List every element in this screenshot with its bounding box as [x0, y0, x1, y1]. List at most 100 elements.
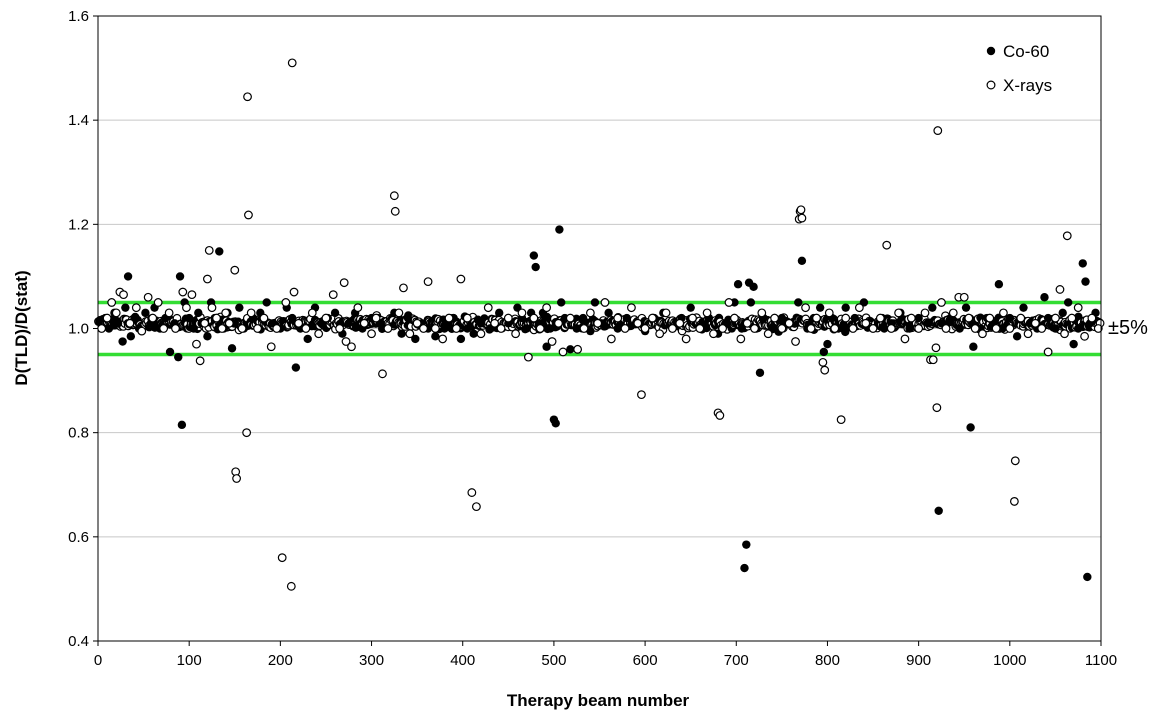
data-point-xrays [750, 324, 759, 333]
data-point-co60 [755, 368, 765, 377]
data-point-xrays [1005, 324, 1015, 333]
data-point-co60 [551, 419, 560, 428]
data-point-xrays [637, 390, 646, 400]
data-point-xrays [742, 318, 752, 328]
data-point-xrays [931, 343, 941, 353]
data-point-xrays [964, 313, 974, 323]
y-axis-ticks: 0.4 0.6 0.8 1.0 1.2 1.4 1.6 [68, 8, 98, 650]
data-point-co60 [344, 319, 353, 328]
data-point-co60 [1012, 332, 1022, 341]
data-point-co60 [905, 324, 914, 333]
data-point-xrays [204, 245, 214, 255]
data-point-xrays [937, 298, 946, 307]
data-point-xrays [192, 339, 201, 349]
data-point-xrays [854, 303, 864, 313]
data-point-xrays [948, 308, 958, 318]
data-point-co60 [566, 345, 575, 354]
x-tick-label: 200 [268, 652, 293, 669]
data-point-xrays [959, 292, 969, 302]
data-point-co60 [794, 298, 803, 307]
data-point-xrays [221, 308, 231, 318]
data-point-xrays [143, 292, 153, 302]
data-point-xrays [928, 355, 938, 365]
data-point-xrays [412, 318, 422, 328]
data-point-co60 [495, 308, 504, 318]
legend: Co-60 X-rays [986, 42, 1052, 95]
data-point-co60 [733, 280, 743, 289]
data-point-xrays [419, 324, 428, 333]
data-point-co60 [1043, 313, 1053, 323]
x-tick-label: 400 [450, 652, 475, 669]
data-point-xrays [875, 313, 885, 323]
data-point-xrays [451, 324, 461, 333]
data-point-co60 [303, 334, 312, 344]
data-point-xrays [246, 308, 256, 318]
data-point-xrays [328, 290, 338, 300]
data-point-xrays [430, 324, 440, 333]
data-point-co60 [1063, 298, 1073, 307]
data-point-co60 [934, 506, 943, 515]
data-point-xrays [573, 344, 583, 354]
data-point-xrays [535, 324, 545, 333]
data-point-xrays [985, 313, 995, 323]
data-point-co60 [463, 324, 472, 333]
data-point-co60 [177, 420, 187, 430]
data-point-co60 [546, 324, 555, 333]
data-point-xrays [730, 313, 739, 323]
data-point-xrays [668, 324, 677, 333]
data-point-co60 [742, 540, 751, 549]
data-point-co60 [291, 363, 301, 372]
data-point-co60 [194, 308, 203, 318]
data-point-xrays [554, 318, 563, 328]
data-point-xrays [390, 206, 400, 216]
data-point-xrays [243, 92, 252, 102]
data-point-xrays [1093, 324, 1103, 333]
data-point-co60 [235, 303, 244, 312]
data-point-co60 [604, 308, 613, 318]
data-point-co60 [749, 282, 758, 292]
data-point-co60 [850, 313, 860, 323]
y-tick-label: 1.2 [68, 216, 89, 233]
data-point-co60 [1005, 313, 1015, 323]
data-point-xrays [806, 324, 816, 333]
data-point-xrays [620, 324, 630, 333]
data-point-xrays [503, 313, 513, 323]
data-point-xrays [836, 415, 846, 425]
data-point-xrays [585, 308, 595, 318]
data-point-co60 [522, 324, 531, 333]
data-point-xrays [894, 308, 903, 318]
data-point-xrays [148, 313, 158, 323]
data-point-xrays [715, 411, 725, 420]
data-point-xrays [1016, 313, 1026, 323]
data-point-xrays [600, 298, 610, 307]
data-point-xrays [830, 324, 840, 333]
y-tick-label: 0.6 [68, 529, 89, 546]
data-point-co60 [203, 332, 212, 341]
y-tick-label: 1.0 [68, 321, 89, 338]
data-point-xrays [1080, 331, 1089, 341]
data-point-co60 [998, 324, 1007, 333]
data-point-xrays [438, 334, 448, 344]
data-point-co60 [1074, 324, 1083, 333]
data-point-xrays [405, 329, 415, 339]
data-point-xrays [496, 324, 506, 333]
data-point-co60 [531, 262, 540, 272]
data-point-xrays [131, 303, 141, 313]
data-point-co60 [1083, 572, 1092, 582]
data-point-co60 [841, 303, 850, 312]
data-point-xrays [770, 313, 779, 323]
data-point-xrays [476, 329, 486, 339]
data-point-xrays [818, 357, 828, 367]
data-point-xrays [763, 329, 773, 339]
data-point-xrays [1067, 313, 1077, 323]
data-point-xrays [523, 352, 533, 362]
data-point-xrays [212, 313, 221, 323]
data-point-xrays [472, 502, 481, 512]
data-point-co60 [737, 324, 746, 333]
data-point-co60 [923, 319, 932, 328]
data-point-xrays [1055, 285, 1065, 294]
data-point-xrays [718, 324, 727, 333]
data-point-xrays [1062, 231, 1072, 241]
data-point-xrays [882, 240, 892, 250]
data-point-xrays [321, 313, 331, 323]
